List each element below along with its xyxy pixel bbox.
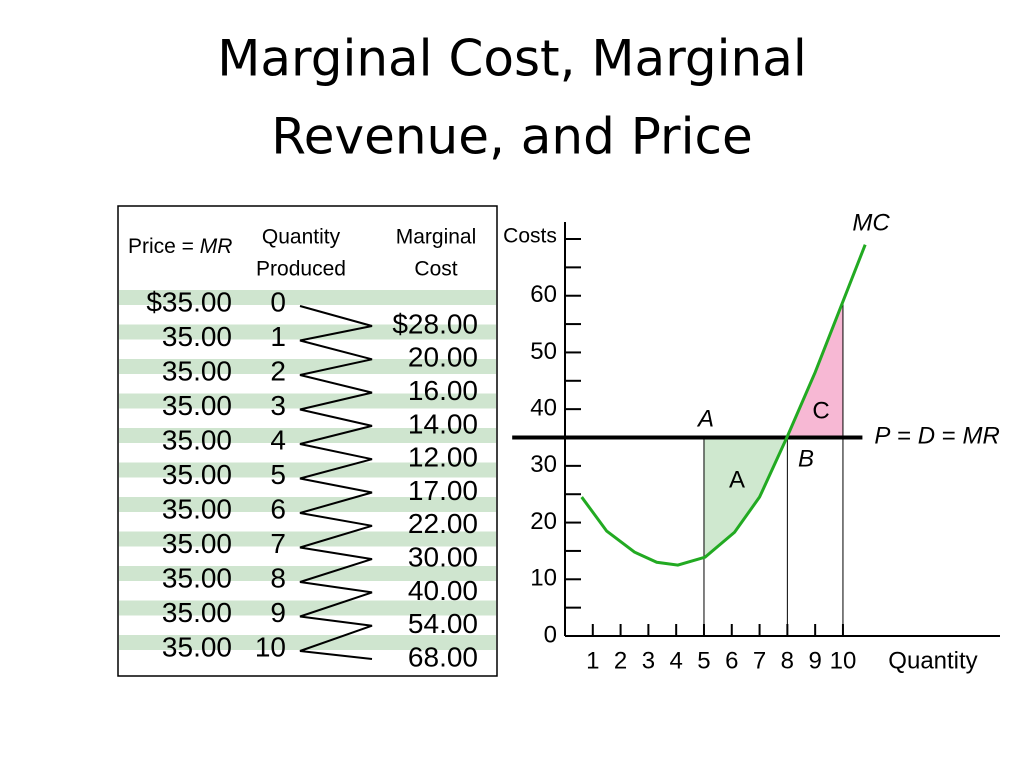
x-tick-label: 7: [753, 647, 766, 674]
label-part: =: [890, 423, 917, 450]
table-border: [117, 205, 498, 677]
row-stripe: [119, 462, 496, 478]
price-cell: 35.00: [162, 631, 232, 662]
quantity-cell: 0: [270, 286, 286, 317]
cost-cell: 14.00: [408, 408, 478, 439]
price-cell: 35.00: [162, 597, 232, 628]
row-stripe: [119, 290, 496, 305]
x-axis-label: Quantity: [888, 647, 977, 674]
x-tick-label: 1: [586, 647, 599, 674]
rich-label: Price = MR: [128, 235, 232, 258]
price-cell: 35.00: [162, 355, 232, 386]
cost-cell: 22.00: [408, 508, 478, 539]
price-cell: 35.00: [162, 424, 232, 455]
cost-cell: 68.00: [408, 641, 478, 672]
cost-cell: 30.00: [408, 541, 478, 572]
price-cell: 35.00: [162, 321, 232, 352]
x-tick-label: 4: [670, 647, 683, 674]
cost-cell: 12.00: [408, 442, 478, 473]
chart: 0 10 20 30 40 50 60 1 2 3 4 5 6 7 8 9 10 Costs Quantity P =…: [503, 209, 1000, 674]
header: Quantity: [262, 226, 341, 249]
annotation: C: [812, 397, 829, 424]
row-stripe: [119, 497, 496, 512]
quantity-cell: 4: [270, 424, 286, 455]
quantity-cell: 8: [270, 562, 286, 593]
header: Produced: [256, 258, 346, 281]
price-cell: 35.00: [162, 493, 232, 524]
area-a: [703, 436, 788, 558]
x-tick-label: 9: [808, 647, 821, 674]
label-part: D: [918, 423, 935, 450]
row-stripe: [119, 531, 496, 547]
price-cell: $35.00: [146, 286, 232, 317]
quantity-cell: 5: [270, 459, 286, 490]
quantity-cell: 6: [270, 493, 286, 524]
label-part: MR: [200, 235, 233, 258]
quantity-cell: 10: [255, 631, 286, 662]
price-cell: 35.00: [162, 562, 232, 593]
title-line: Marginal Cost, Marginal: [217, 30, 806, 88]
quantity-cell: 9: [270, 597, 286, 628]
cost-cell: 54.00: [408, 608, 478, 639]
y-tick-label: 30: [530, 451, 557, 478]
y-tick-label: 60: [530, 281, 557, 308]
cost-cell: 16.00: [408, 375, 478, 406]
x-tick-label: 2: [614, 647, 627, 674]
row-stripe: [119, 600, 496, 616]
series-label: MC: [852, 209, 890, 236]
cost-cell: 20.00: [408, 342, 478, 373]
header: Cost: [414, 258, 457, 281]
y-tick-label: 0: [544, 621, 557, 648]
rich-label: P = D = MR: [874, 423, 999, 450]
zigzag: [299, 305, 373, 660]
annotation: A: [696, 405, 714, 432]
label-part: Price =: [128, 235, 200, 258]
price-cell: 35.00: [162, 528, 232, 559]
row-stripe: [119, 324, 496, 340]
row-stripe: [119, 635, 496, 650]
table: Price = MR Quantity Produced Marginal Cost $3…: [119, 226, 496, 672]
y-tick-label: 40: [530, 394, 557, 421]
title-line: Revenue, and Price: [271, 108, 752, 166]
x-tick-label: 6: [725, 647, 738, 674]
x-tick-label: 5: [697, 647, 710, 674]
cost-cell: 17.00: [408, 475, 478, 506]
quantity-cell: 1: [270, 321, 286, 352]
row-stripe: [119, 428, 496, 443]
row-stripe: [119, 566, 496, 581]
quantity-cell: 2: [270, 355, 286, 386]
header: Marginal: [396, 226, 477, 249]
y-tick-label: 50: [530, 338, 557, 365]
annotation: A: [729, 466, 745, 493]
price-cell: 35.00: [162, 390, 232, 421]
label-part: P: [874, 423, 890, 450]
x-tick-label: 10: [830, 647, 857, 674]
row-stripe: [119, 393, 496, 409]
cost-cell: 40.00: [408, 575, 478, 606]
mc-curve: [580, 244, 867, 567]
x-tick-label: 3: [642, 647, 655, 674]
y-axis-label: Costs: [503, 225, 557, 248]
quantity-cell: 3: [270, 390, 286, 421]
y-tick-label: 10: [530, 565, 557, 592]
y-tick-label: 20: [530, 508, 557, 535]
label-part: MR: [962, 423, 999, 450]
price-cell: 35.00: [162, 459, 232, 490]
area-c: [787, 301, 843, 438]
cost-cell: $28.00: [392, 308, 478, 339]
label-part: =: [935, 423, 962, 450]
annotation: B: [798, 445, 814, 472]
x-tick-label: 8: [781, 647, 794, 674]
quantity-cell: 7: [270, 528, 286, 559]
row-stripe: [119, 359, 496, 374]
